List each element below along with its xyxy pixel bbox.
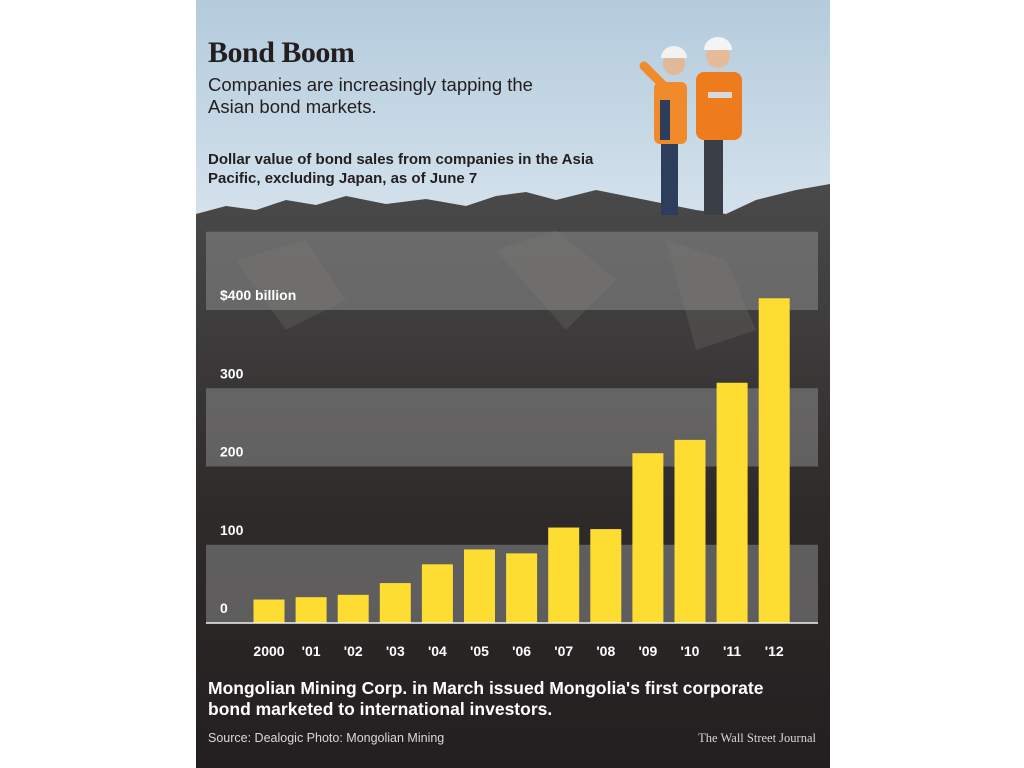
- bar-chart: 0 100 200 300 $400 billion 2000 '01 '02 '03 '04 '…: [206, 231, 818, 659]
- graphic-subtitle: Companies are increasingly tapping the A…: [208, 74, 533, 117]
- y-tick-label: 100: [220, 522, 244, 538]
- bar: [421, 564, 453, 623]
- x-tick-label: '05: [470, 643, 489, 659]
- bar: [758, 298, 790, 623]
- y-tick-label: $400 billion: [220, 287, 296, 303]
- x-axis-labels: 2000 '01 '02 '03 '04 '05 '06 '07 '08 '09 '10 '11 '12: [253, 643, 783, 659]
- x-tick-label: '11: [723, 643, 741, 659]
- bar: [295, 597, 327, 623]
- bar: [464, 549, 495, 623]
- bar: [548, 527, 580, 623]
- y-tick-label: 0: [220, 600, 228, 616]
- grid-band: [206, 388, 818, 467]
- y-tick-label: 300: [220, 365, 244, 381]
- x-tick-label: '01: [302, 643, 321, 659]
- publisher-credit: The Wall Street Journal: [698, 731, 816, 745]
- bar: [674, 439, 706, 623]
- x-tick-label: '06: [512, 643, 531, 659]
- graphic-panel: Bond Boom Companies are increasingly tap…: [196, 0, 830, 768]
- grid-band: [206, 231, 818, 310]
- x-tick-label: 2000: [253, 643, 284, 659]
- graphic-title: Bond Boom: [208, 36, 355, 69]
- x-tick-label: '12: [765, 643, 784, 659]
- bar: [590, 529, 622, 623]
- x-tick-label: '04: [428, 643, 447, 659]
- workers-illustration: [639, 37, 742, 215]
- x-tick-label: '09: [638, 643, 657, 659]
- source-credit: Source: Dealogic Photo: Mongolian Mining: [208, 731, 445, 745]
- x-tick-label: '02: [344, 643, 363, 659]
- bar: [506, 553, 538, 623]
- bar: [716, 382, 748, 623]
- bars: [253, 298, 790, 623]
- x-tick-label: '03: [386, 643, 405, 659]
- photo-caption: Mongolian Mining Corp. in March issued M…: [208, 678, 764, 719]
- bar: [337, 594, 369, 623]
- bar: [632, 453, 664, 623]
- y-axis-labels: 0 100 200 300 $400 billion: [220, 287, 296, 616]
- bar: [253, 599, 285, 623]
- x-tick-label: '07: [554, 643, 573, 659]
- y-tick-label: 200: [220, 444, 244, 460]
- chart-description: Dollar value of bond sales from companie…: [208, 151, 594, 187]
- bar: [379, 583, 411, 623]
- x-tick-label: '08: [596, 643, 615, 659]
- x-tick-label: '10: [681, 643, 700, 659]
